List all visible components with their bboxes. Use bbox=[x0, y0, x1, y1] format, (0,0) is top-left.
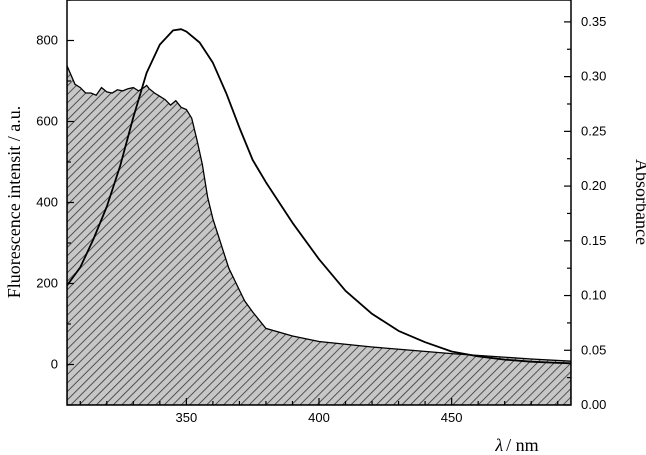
y-right-tick-label: 0.30 bbox=[581, 69, 606, 84]
y-left-tick-label: 200 bbox=[36, 276, 58, 291]
x-axis-unit: / nm bbox=[506, 435, 539, 455]
axis-ticks: 350 400 450 0 200 400 600 800 0.00 0.05 0.10 0.15 0.… bbox=[36, 0, 606, 425]
y-right-tick-label: 0.05 bbox=[581, 342, 606, 357]
y-left-tick-label: 400 bbox=[36, 195, 58, 210]
y-right-tick-label: 0.00 bbox=[581, 397, 606, 412]
y-right-tick-label: 0.15 bbox=[581, 233, 606, 248]
y-axis-right-title: Absorbance bbox=[632, 159, 646, 245]
y-left-tick-label: 600 bbox=[36, 114, 58, 129]
y-right-tick-label: 0.35 bbox=[581, 14, 606, 29]
y-left-tick-label: 800 bbox=[36, 33, 58, 48]
x-axis-symbol: λ bbox=[494, 435, 503, 455]
absorbance-area bbox=[67, 65, 571, 405]
y-right-tick-label: 0.20 bbox=[581, 178, 606, 193]
y-axis-left-title: Fluorescence intensit / a.u. bbox=[4, 106, 24, 298]
y-left-tick-label: 0 bbox=[51, 357, 58, 372]
x-tick-label: 450 bbox=[441, 410, 463, 425]
plot-data bbox=[67, 28, 571, 405]
y-right-tick-label: 0.25 bbox=[581, 123, 606, 138]
x-tick-label: 350 bbox=[176, 410, 198, 425]
x-tick-label: 400 bbox=[308, 410, 330, 425]
y-right-tick-label: 0.10 bbox=[581, 288, 606, 303]
x-axis-title: λ / nm bbox=[494, 435, 538, 455]
fluorescence-line bbox=[67, 28, 571, 365]
